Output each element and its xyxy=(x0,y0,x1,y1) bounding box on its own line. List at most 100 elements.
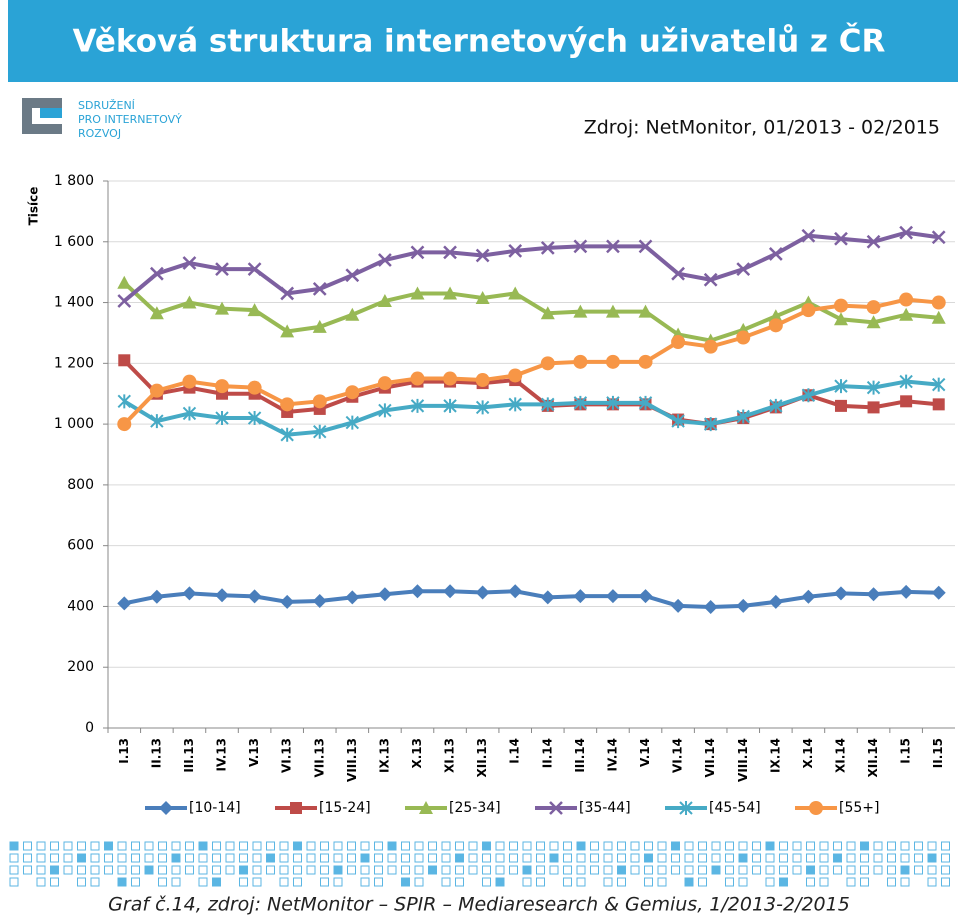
x-tick-label: IX.13 xyxy=(377,738,391,773)
x-tick-label: XII.13 xyxy=(475,738,489,777)
y-tick-label: 600 xyxy=(67,538,94,554)
marker xyxy=(573,239,588,254)
square xyxy=(225,865,235,875)
square xyxy=(441,865,451,875)
square xyxy=(563,877,572,887)
square xyxy=(131,841,140,851)
marker xyxy=(834,379,848,394)
square xyxy=(522,853,532,863)
square xyxy=(590,841,599,851)
square xyxy=(806,841,815,851)
square xyxy=(671,865,680,875)
marker xyxy=(867,401,880,414)
x-tick-label: VI.13 xyxy=(280,738,294,773)
caption: Graf č.14, zdroj: NetMonitor – SPIR – Me… xyxy=(108,894,850,916)
marker xyxy=(931,230,946,245)
x-tick-label: I.15 xyxy=(899,738,913,764)
square xyxy=(590,865,599,875)
marker xyxy=(638,304,653,318)
square xyxy=(819,877,829,887)
square xyxy=(63,853,73,863)
x-tick-label: XI.14 xyxy=(833,738,847,773)
square xyxy=(806,865,815,875)
square xyxy=(779,841,788,851)
y-tick-label: 400 xyxy=(67,598,94,614)
square xyxy=(401,877,410,887)
marker xyxy=(378,253,392,267)
decoration xyxy=(9,841,950,887)
square xyxy=(374,853,383,863)
square xyxy=(549,865,559,875)
x-tick-label: II.14 xyxy=(540,738,554,768)
marker xyxy=(475,248,490,263)
marker xyxy=(149,306,164,320)
marker xyxy=(703,272,718,287)
square xyxy=(522,877,532,887)
square xyxy=(495,853,505,863)
square xyxy=(171,865,181,875)
marker xyxy=(769,398,783,413)
square xyxy=(347,841,356,851)
square xyxy=(306,841,316,851)
marker xyxy=(931,585,946,600)
square xyxy=(36,853,46,863)
marker xyxy=(215,588,230,603)
square xyxy=(549,841,559,851)
marker xyxy=(899,584,914,599)
square xyxy=(725,853,734,863)
marker xyxy=(410,286,425,300)
square xyxy=(941,853,950,863)
square xyxy=(738,841,748,851)
square xyxy=(536,877,545,887)
marker xyxy=(443,398,457,413)
square xyxy=(347,865,356,875)
square xyxy=(509,865,518,875)
x-tick-label: III.14 xyxy=(573,738,587,773)
marker xyxy=(419,801,433,814)
marker xyxy=(410,245,425,260)
x-tick-label: III.13 xyxy=(182,738,196,773)
square xyxy=(23,853,32,863)
square xyxy=(455,865,464,875)
x-tick-label: XI.13 xyxy=(443,738,457,773)
marker xyxy=(638,395,653,410)
marker xyxy=(247,380,262,395)
marker xyxy=(149,589,164,604)
square xyxy=(846,853,856,863)
marker xyxy=(768,309,783,323)
square xyxy=(765,841,775,851)
square xyxy=(887,853,896,863)
square xyxy=(576,841,586,851)
marker xyxy=(475,290,490,304)
marker xyxy=(313,424,327,439)
x-tick-label: I.13 xyxy=(117,738,131,764)
square xyxy=(266,865,275,875)
marker xyxy=(345,307,360,321)
square xyxy=(536,865,545,875)
square xyxy=(63,865,73,875)
square xyxy=(765,853,775,863)
square xyxy=(468,841,478,851)
square xyxy=(860,841,869,851)
square xyxy=(617,841,626,851)
square xyxy=(158,865,167,875)
marker xyxy=(312,319,327,333)
marker xyxy=(280,324,295,338)
square xyxy=(320,841,329,851)
y-tick-label: 0 xyxy=(85,720,94,736)
square xyxy=(414,841,424,851)
marker xyxy=(768,594,783,609)
square xyxy=(293,865,302,875)
marker xyxy=(899,292,914,307)
square xyxy=(873,841,883,851)
square xyxy=(644,841,653,851)
square xyxy=(482,853,491,863)
square xyxy=(630,853,640,863)
marker xyxy=(182,374,197,389)
square xyxy=(738,877,748,887)
marker xyxy=(899,307,914,321)
square xyxy=(212,877,221,887)
y-axis-label: Tisíce xyxy=(27,187,41,226)
square xyxy=(522,865,532,875)
square xyxy=(117,841,127,851)
